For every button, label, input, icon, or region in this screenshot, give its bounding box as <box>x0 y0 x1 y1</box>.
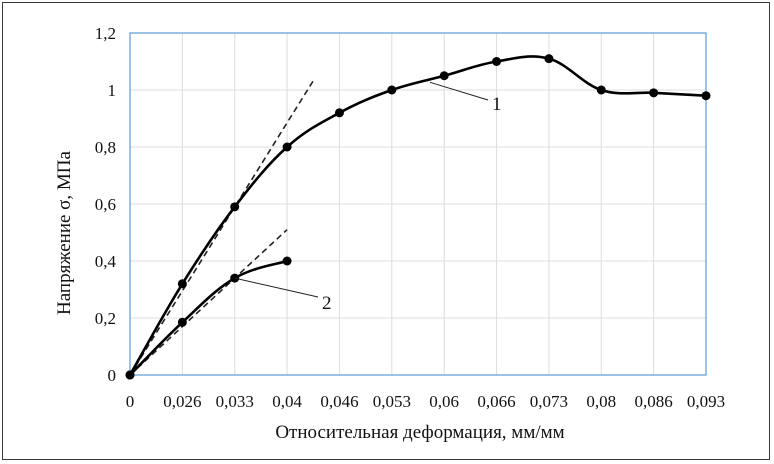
x-tick-label: 0,026 <box>163 392 201 411</box>
annotation-leader-2 <box>234 277 319 298</box>
tangent-lines <box>129 80 314 376</box>
data-point-1 <box>649 88 659 98</box>
series-layer <box>125 54 711 380</box>
y-tick-label: 0,6 <box>95 195 116 214</box>
annotation-leader-1 <box>429 81 489 101</box>
plot-area-border <box>129 32 707 376</box>
data-point-1 <box>701 91 711 101</box>
tangent-line <box>129 229 288 376</box>
data-point-1 <box>596 85 606 95</box>
grid <box>129 32 707 376</box>
y-tick-label: 0,4 <box>95 252 117 271</box>
series-line-2 <box>129 259 288 376</box>
y-tick-label: 1,2 <box>95 24 116 43</box>
x-tick-label: 0,046 <box>320 392 358 411</box>
data-point-2 <box>177 317 187 327</box>
tick-labels: 0 0,026 0,033 0,04 0,046 0,053 0,06 0,066 0,073 0… <box>95 24 725 411</box>
x-tick-label: 0,033 <box>216 392 254 411</box>
y-axis-title: Напряжение σ, МПа <box>54 150 75 314</box>
data-point-1 <box>282 142 292 152</box>
data-point-1 <box>230 202 240 212</box>
x-tick-label: 0,04 <box>272 392 302 411</box>
data-point-2 <box>282 256 292 266</box>
data-point-1 <box>439 71 449 81</box>
data-point-2 <box>125 370 135 380</box>
x-tick-label: 0 <box>126 392 135 411</box>
data-point-1 <box>177 279 187 289</box>
data-point-1 <box>387 85 397 95</box>
annotations: 12 <box>234 81 502 314</box>
x-tick-label: 0,08 <box>586 392 616 411</box>
y-tick-label: 1 <box>108 81 117 100</box>
x-tick-label: 0,093 <box>687 392 725 411</box>
x-tick-label: 0,073 <box>530 392 568 411</box>
x-tick-label: 0,086 <box>635 392 673 411</box>
data-point-1 <box>544 54 554 64</box>
y-tick-label: 0,2 <box>95 309 116 328</box>
x-axis-title: Относительная деформация, мм/мм <box>275 422 564 443</box>
data-point-1 <box>492 57 502 66</box>
annotation-label-2: 2 <box>322 293 332 314</box>
x-tick-label: 0,066 <box>477 392 515 411</box>
annotation-label-1: 1 <box>492 94 502 115</box>
y-tick-label: 0 <box>108 366 117 385</box>
series-line-1 <box>128 55 707 376</box>
y-tick-label: 0,8 <box>95 138 116 157</box>
data-point-1 <box>334 108 344 118</box>
x-tick-label: 0,06 <box>429 392 459 411</box>
tangent-line <box>129 80 314 376</box>
x-tick-label: 0,053 <box>373 392 411 411</box>
